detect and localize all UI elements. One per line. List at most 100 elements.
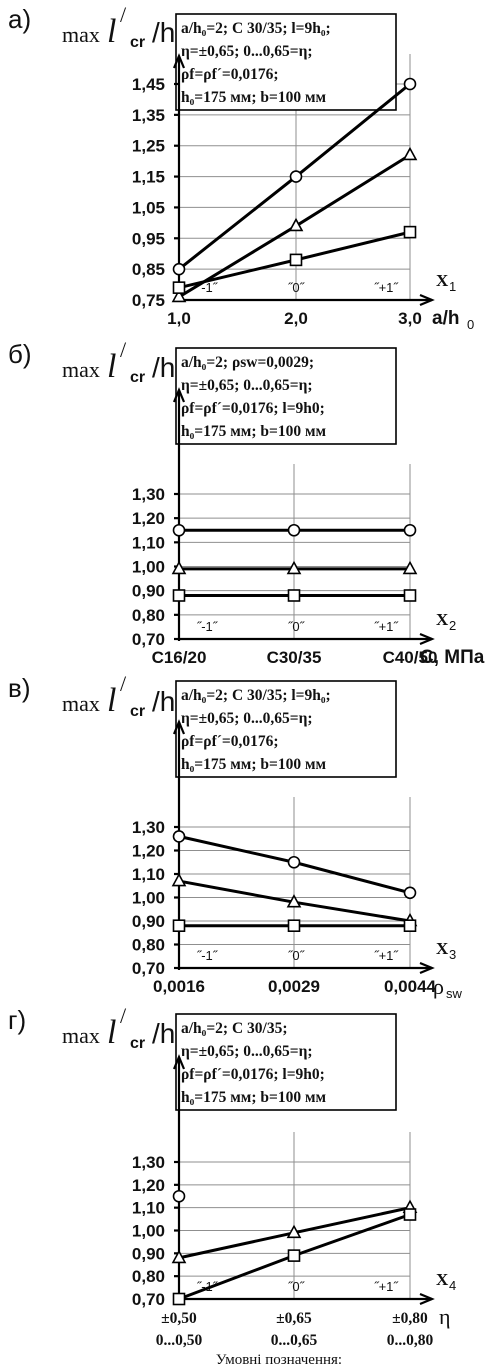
y-tick-label: 1,00: [132, 1222, 165, 1241]
level-label: ˝+1˝: [374, 619, 399, 634]
level-label: ˝0˝: [288, 1279, 306, 1294]
info-line: h₀=175 мм; b=100 мм: [181, 1089, 327, 1106]
y-tick-label: 1,15: [132, 168, 165, 187]
factor-name: X: [436, 271, 449, 290]
y-tick-label: 0,80: [132, 936, 165, 955]
x-tick-label: 3,0: [398, 309, 422, 328]
x-label-sub: 0: [467, 317, 474, 332]
point-square: [405, 590, 416, 601]
y-tick-label: 1,30: [132, 818, 165, 837]
series-circle: [174, 525, 416, 536]
y-tick-label: 0,90: [132, 582, 165, 601]
x-axis-label: η: [439, 1304, 451, 1329]
y-tick-label: 0,75: [132, 291, 165, 310]
x-tick-label: 1,0: [167, 309, 191, 328]
x-axis-label: ρ sw: [433, 974, 463, 1001]
point-triangle: [404, 148, 416, 159]
x-tick-label: 0,0029: [268, 977, 320, 996]
series-square: [174, 590, 416, 601]
info-line: a/h₀=2; C 30/35; l=9h₀;: [181, 687, 331, 704]
info-line: η=±0,65; 0...0,65=η;: [181, 43, 313, 60]
info-line: a/h₀=2; ρsw=0,0029;: [181, 354, 314, 371]
y-label-max: max: [62, 1023, 100, 1048]
y-tick-label: 1,30: [132, 485, 165, 504]
point-circle: [174, 525, 185, 536]
y-label-prime: /: [120, 1003, 127, 1028]
panel-label: г): [8, 1005, 26, 1035]
y-tick-label: 1,20: [132, 509, 165, 528]
info-line: η=±0,65; 0...0,65=η;: [181, 710, 313, 727]
y-tick-label: 0,80: [132, 1267, 165, 1286]
point-circle: [174, 264, 185, 275]
info-line: a/h₀=2; C 30/35; l=9h₀;: [181, 20, 331, 37]
x-tick-label-2: 0...0,65: [271, 1332, 318, 1349]
y-label-l: l: [107, 348, 116, 385]
factor-sub: 2: [449, 618, 456, 633]
series-triangle: [173, 562, 416, 573]
point-circle: [174, 831, 185, 842]
factor-name: X: [436, 1270, 449, 1289]
x-label: C, МПа: [420, 647, 485, 668]
info-line: η=±0,65; 0...0,65=η;: [181, 1043, 313, 1060]
chart-panel-2: б)maxl/cr/h0a/h₀=2; ρsw=0,0029;η=±0,65; …: [8, 337, 485, 668]
point-square: [405, 920, 416, 931]
factor-sub: 4: [449, 1278, 456, 1293]
info-line: ρf=ρf´=0,0176;: [181, 66, 279, 83]
x-tick-label-2: 0...0,80: [387, 1332, 434, 1349]
info-line: ρf=ρf´=0,0176; l=9h0;: [181, 400, 325, 417]
factor-name: X: [436, 610, 449, 629]
y-tick-label: 1,30: [132, 1153, 165, 1172]
level-label: ˝0˝: [288, 948, 306, 963]
x-axis-label: C, МПа: [420, 647, 485, 668]
x-axis-label: a/h 0: [432, 308, 474, 332]
factor-name: X: [436, 939, 449, 958]
info-line: a/h₀=2; C 30/35;: [181, 1020, 287, 1037]
y-label-prime: /: [120, 337, 127, 362]
y-label-sub: cr: [130, 1035, 145, 1052]
y-tick-label: 0,70: [132, 1290, 165, 1309]
info-box: a/h₀=2; C 30/35; l=9h₀; η=±0,65; 0...0,65…: [176, 14, 396, 110]
factor-sub: 1: [449, 279, 456, 294]
y-axis-label: maxl/cr/h0: [62, 337, 193, 387]
y-tick-label: 0,70: [132, 959, 165, 978]
level-label: ˝+1˝: [374, 280, 399, 295]
y-tick-label: 0,90: [132, 912, 165, 931]
info-line: η=±0,65; 0...0,65=η;: [181, 377, 313, 394]
y-label-prime: /: [120, 671, 127, 696]
y-label-rest: /h: [152, 686, 175, 717]
point-square: [405, 1209, 416, 1220]
y-label-sub: cr: [130, 34, 145, 51]
y-label-sub: cr: [130, 369, 145, 386]
level-label: ˝+1˝: [374, 1279, 399, 1294]
x-label: ρ: [433, 974, 444, 999]
point-square: [289, 1250, 300, 1261]
point-triangle: [173, 875, 185, 886]
x-label-sub: sw: [446, 986, 463, 1001]
factor-label: X2: [436, 610, 456, 633]
y-tick-label: 1,35: [132, 106, 165, 125]
info-line: h₀=175 мм; b=100 мм: [181, 756, 327, 773]
y-label-max: max: [62, 357, 100, 382]
panel-label: а): [8, 4, 31, 34]
x-tick-label: C30/35: [267, 648, 322, 667]
x-label: a/h: [432, 308, 459, 329]
y-label-prime: /: [120, 2, 127, 27]
point-square: [405, 227, 416, 238]
y-tick-label: 0,80: [132, 606, 165, 625]
y-label-max: max: [62, 691, 100, 716]
level-label: ˝-1˝: [197, 619, 219, 634]
y-label-rest: /h: [152, 352, 175, 383]
y-label-max: max: [62, 22, 100, 47]
x-label: η: [439, 1304, 451, 1329]
chart-panel-4: г)maxl/cr/h0a/h₀=2; C 30/35;η=±0,65; 0..…: [8, 1003, 456, 1349]
y-label-sub: cr: [130, 703, 145, 720]
info-line: h₀=175 мм; b=100 мм: [181, 423, 327, 440]
x-tick-label: 2,0: [284, 309, 308, 328]
level-label: ˝-1˝: [197, 948, 219, 963]
y-tick-label: 1,20: [132, 1176, 165, 1195]
factor-sub: 3: [449, 947, 456, 962]
level-label: ˝0˝: [288, 619, 306, 634]
